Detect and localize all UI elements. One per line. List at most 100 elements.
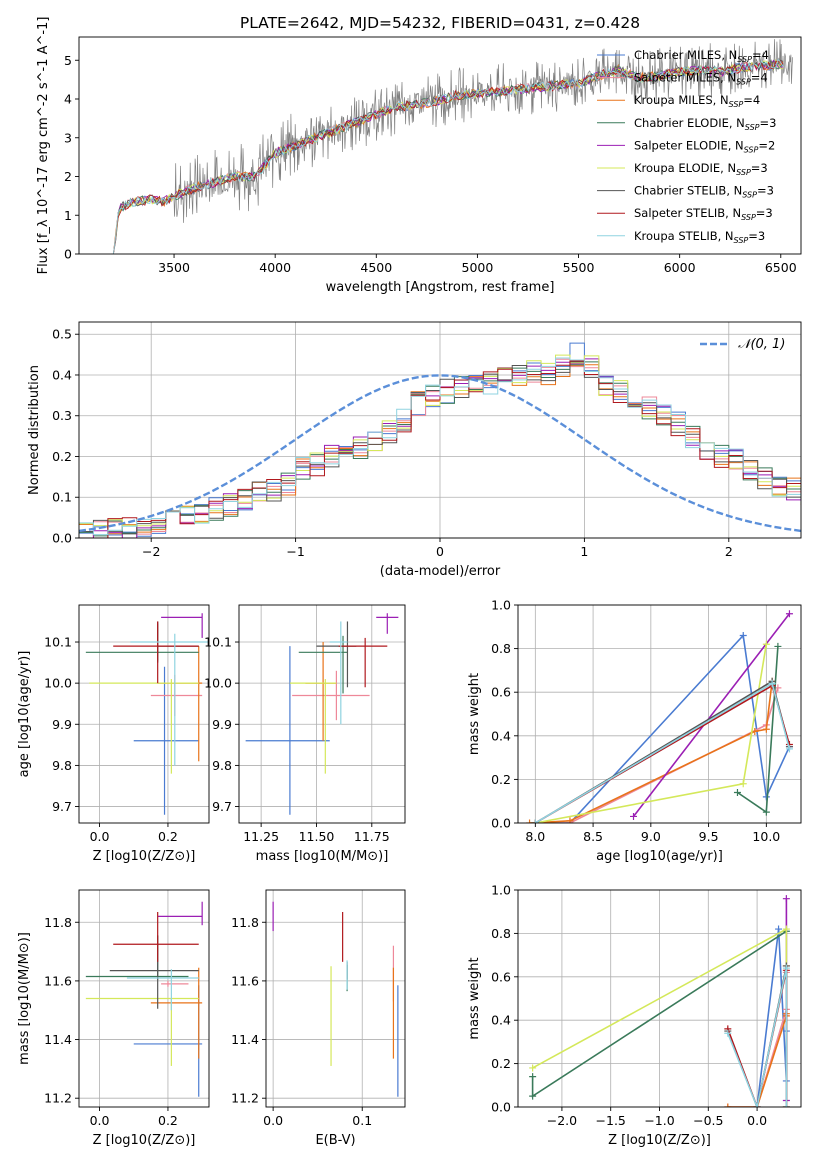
y-tick-label: 10.1 [204, 635, 232, 650]
y-tick-label: 9.9 [52, 717, 72, 732]
plot-area-mass-vs-EBV [272, 901, 399, 1097]
y-tick-label: 0.5 [52, 327, 72, 342]
errorbar-salpeter_stelib [338, 637, 388, 688]
y-tick-label: 3 [64, 130, 72, 145]
y-tick-label: 10.0 [44, 676, 72, 691]
axes-frame-mass-weight-vs-age [517, 604, 802, 824]
x-tick-label: 11.75 [354, 829, 390, 844]
chart-mass-vs-EBV: 0.0 0.1 11.2 11.4 11.6 11.8 E(B-V) [231, 889, 406, 1148]
x-tick-label: 0.1 [352, 1113, 372, 1128]
x-axis-label: wavelength [Angstrom, rest frame] [326, 280, 555, 295]
errorbar-kroupa_elodie [89, 679, 199, 774]
legend-label-kroupa_miles: Kroupa MILES, NSSP=4 [634, 93, 760, 109]
y-axis-label: mass weight [467, 673, 482, 755]
figure-title: PLATE=2642, MJD=54232, FIBERID=0431, z=0… [240, 14, 640, 32]
chart-age-vs-mass: 11.25 11.50 11.75 9.7 9.8 9.9 10.0 10.1 mass [lo… [204, 604, 406, 864]
axes-frame-mass-vs-EBV [265, 889, 406, 1108]
errorbar-salpeter_miles [150, 674, 203, 717]
x-axis-label: Z [log10(Z/Z⊙)] [93, 849, 196, 864]
y-tick-label: 0.2 [52, 449, 72, 464]
y-tick-label: 0.3 [52, 408, 72, 423]
legend-label-salpeter_elodie: Salpeter ELODIE, NSSP=2 [634, 138, 775, 154]
marker-salpeter_elodie [782, 895, 790, 903]
marker-kroupa_stelib [785, 745, 793, 753]
chart-mass-weight-vs-age: 8.0 8.5 9.0 9.5 10.0 0.0 0.2 0.4 0.6 0.8 1.0 age [l… [467, 598, 802, 864]
plot-area-mass-vs-Z [85, 901, 203, 1097]
x-tick-label: −1 [286, 544, 304, 559]
x-tick-label: 2 [725, 544, 733, 559]
axes-frame-mass-vs-Z [78, 889, 210, 1108]
series-line-chabrier_miles [756, 929, 788, 1107]
x-tick-label: 4000 [259, 260, 291, 275]
hist-step-salpeter_elodie [79, 358, 801, 538]
errorbar-salpeter_elodie [157, 901, 203, 926]
errorbar-kroupa_elodie [289, 679, 337, 774]
x-axis-label: E(B-V) [315, 1133, 355, 1148]
marker-kroupa_miles [724, 1103, 732, 1107]
marker-kroupa_stelib [724, 1029, 732, 1037]
chart-mass-vs-Z: 0.0 0.2 11.2 11.4 11.6 11.8 Z [log10(Z/Z⊙)] mas… [17, 889, 210, 1148]
plot-area-residual-histogram [79, 342, 801, 538]
y-tick-label: 0.4 [491, 728, 511, 743]
marker-kroupa_elodie [762, 640, 770, 648]
x-tick-label: 0.0 [90, 829, 110, 844]
y-tick-label: 11.4 [44, 1032, 72, 1047]
y-tick-label: 0.0 [491, 816, 511, 831]
legend-label-normal: 𝒩(0, 1) [738, 337, 785, 352]
y-tick-label: 9.7 [52, 799, 72, 814]
x-tick-label: 11.50 [299, 829, 335, 844]
marker-chabrier_elodie [774, 642, 782, 650]
x-tick-label: 8.5 [583, 829, 603, 844]
y-axis-label: mass [log10(M/M⊙)] [17, 932, 32, 1065]
marker-kroupa_elodie [782, 925, 790, 933]
y-tick-label: 0 [64, 247, 72, 262]
y-tick-label: 11.8 [231, 915, 259, 930]
marker-chabrier_miles [762, 793, 770, 801]
y-tick-label: 11.8 [44, 915, 72, 930]
marker-salpeter_elodie [785, 610, 793, 618]
y-axis-label: Flux [f_λ 10^-17 erg cm^-2 s^-1 A^-1] [36, 17, 51, 275]
y-tick-label: 11.6 [231, 973, 259, 988]
y-tick-label: 9.8 [212, 758, 232, 773]
y-axis-label: Normed distribution [27, 365, 42, 495]
x-tick-label: 6000 [664, 260, 696, 275]
x-tick-label: 0.2 [158, 829, 178, 844]
x-tick-label: 9.0 [641, 829, 661, 844]
y-tick-label: 9.7 [212, 799, 232, 814]
x-tick-label: 11.25 [243, 829, 279, 844]
marker-kroupa_stelib [753, 1103, 761, 1107]
y-tick-label: 0.8 [491, 926, 511, 941]
legend-label-salpeter_stelib: Salpeter STELIB, NSSP=3 [634, 206, 773, 222]
axes-frame-age-vs-Z [78, 604, 210, 824]
chart-age-vs-Z: 0.0 0.2 9.7 9.8 9.9 10.0 10.1 Z [log10(Z/Z⊙)] ag… [17, 604, 210, 864]
errorbar-kroupa_elodie [85, 997, 199, 1066]
y-tick-label: 0.8 [491, 641, 511, 656]
errorbar-chabrier_miles [245, 646, 330, 815]
marker-chabrier_elodie [529, 1073, 537, 1081]
marker-chabrier_elodie [529, 1092, 537, 1100]
marker-chabrier_elodie [733, 788, 741, 796]
marker-kroupa_miles [566, 817, 574, 823]
marker-chabrier_elodie [762, 808, 770, 816]
y-tick-label: 10.0 [204, 676, 232, 691]
legend-label-chabrier_stelib: Chabrier STELIB, NSSP=3 [634, 184, 774, 200]
plots-layer: Chabrier MILES, NSSP=4 Salpeter MILES, NS… [17, 17, 802, 1148]
x-tick-label: −2 [142, 544, 160, 559]
x-axis-label: Z [log10(Z/Z⊙)] [608, 1133, 711, 1148]
x-axis-label: (data-model)/error [380, 564, 501, 579]
marker-kroupa_elodie [739, 780, 747, 788]
x-axis-label: Z [log10(Z/Z⊙)] [93, 1133, 196, 1148]
x-tick-label: 3500 [158, 260, 190, 275]
plot-area-age-vs-mass [245, 613, 399, 815]
chart-mass-weight-vs-Z: −2.0 −1.5 −1.0 −0.5 0.0 0.0 0.2 0.4 0.6 0.8 1.0 Z [… [467, 883, 802, 1148]
plot-area-spectrum [111, 39, 794, 254]
errorbar-salpeter_stelib [113, 621, 199, 684]
y-tick-label: 0.2 [491, 772, 511, 787]
errorbar-chabrier_stelib [109, 935, 199, 1009]
marker-chabrier_miles [739, 632, 747, 640]
y-tick-label: 0.6 [491, 969, 511, 984]
x-tick-label: 0.0 [90, 1113, 110, 1128]
errorbar-chabrier_miles [133, 666, 199, 815]
marker-chabrier_miles [775, 925, 783, 933]
